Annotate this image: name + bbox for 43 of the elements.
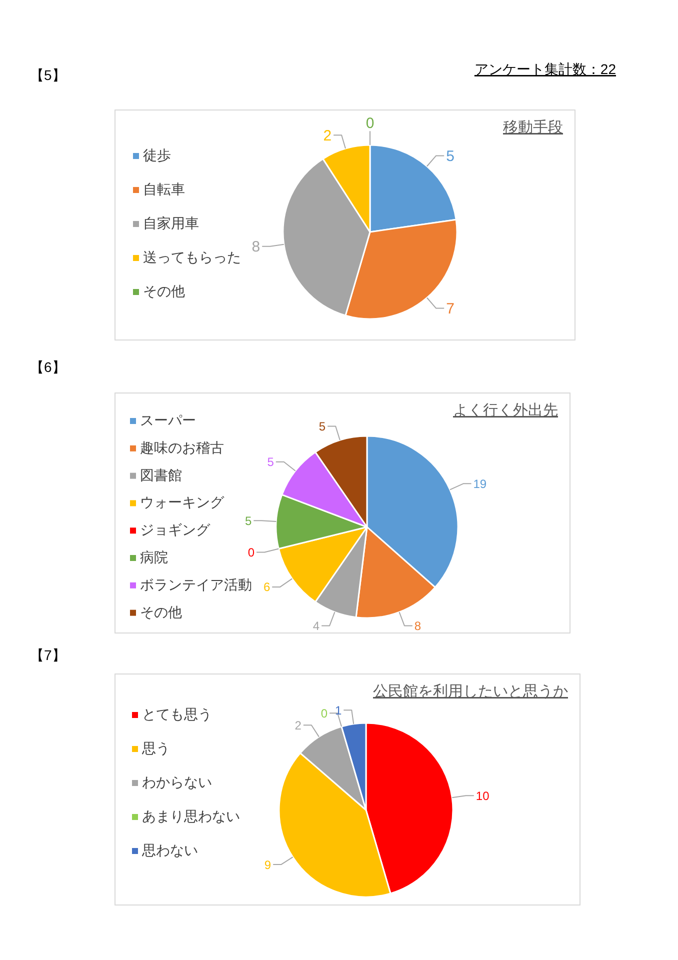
chart-title: 公民館を利用したいと思うか — [373, 683, 568, 700]
data-label: 8 — [414, 618, 422, 633]
data-label: 2 — [294, 718, 302, 732]
data-label: 9 — [264, 858, 272, 872]
data-label: 0 — [248, 545, 254, 560]
legend-label: その他 — [140, 604, 182, 620]
data-label: 4 — [312, 618, 320, 633]
data-label: 6 — [263, 580, 270, 594]
legend-label: スーパー — [140, 412, 196, 428]
legend-label: 趣味のお稽古 — [140, 439, 224, 456]
data-label: 5 — [267, 455, 274, 470]
data-label: 2 — [323, 127, 332, 144]
legend-label: 自転車 — [143, 181, 185, 197]
data-label: 5 — [318, 419, 326, 434]
legend-label: 病院 — [140, 549, 168, 565]
legend-label: 自家用車 — [143, 215, 199, 231]
data-label: 0 — [320, 706, 328, 720]
legend-label: ジョギング — [140, 522, 210, 538]
legend-label: 徒歩 — [143, 147, 171, 163]
legend-label: わからない — [142, 774, 212, 790]
data-label: 5 — [446, 148, 454, 165]
section-label: 【5】 — [30, 67, 66, 83]
section-label: 【7】 — [30, 647, 66, 663]
legend-label: 思う — [142, 740, 170, 756]
legend-label: 図書館 — [140, 466, 182, 483]
data-label: 10 — [476, 788, 490, 803]
chart-title: 移動手段 — [503, 119, 563, 136]
section-label: 【6】 — [30, 359, 66, 375]
legend-label: その他 — [143, 283, 185, 299]
legend-label: 思わない — [142, 842, 198, 858]
legend-label: 送ってもらった — [143, 249, 241, 265]
legend-label: とても思う — [142, 706, 212, 722]
data-label: 5 — [244, 514, 252, 528]
data-label: 1 — [334, 703, 342, 718]
chart-title: よく行く外出先 — [453, 402, 558, 419]
note: アンケート集計数：22 — [474, 61, 616, 77]
data-label: 7 — [446, 300, 454, 318]
legend-label: ボランテイア活動 — [140, 576, 252, 592]
data-label: 8 — [252, 238, 260, 256]
data-label: 0 — [366, 115, 374, 132]
data-label: 19 — [473, 476, 487, 491]
legend-label: あまり思わない — [142, 808, 240, 824]
legend-label: ウォーキング — [140, 494, 224, 510]
